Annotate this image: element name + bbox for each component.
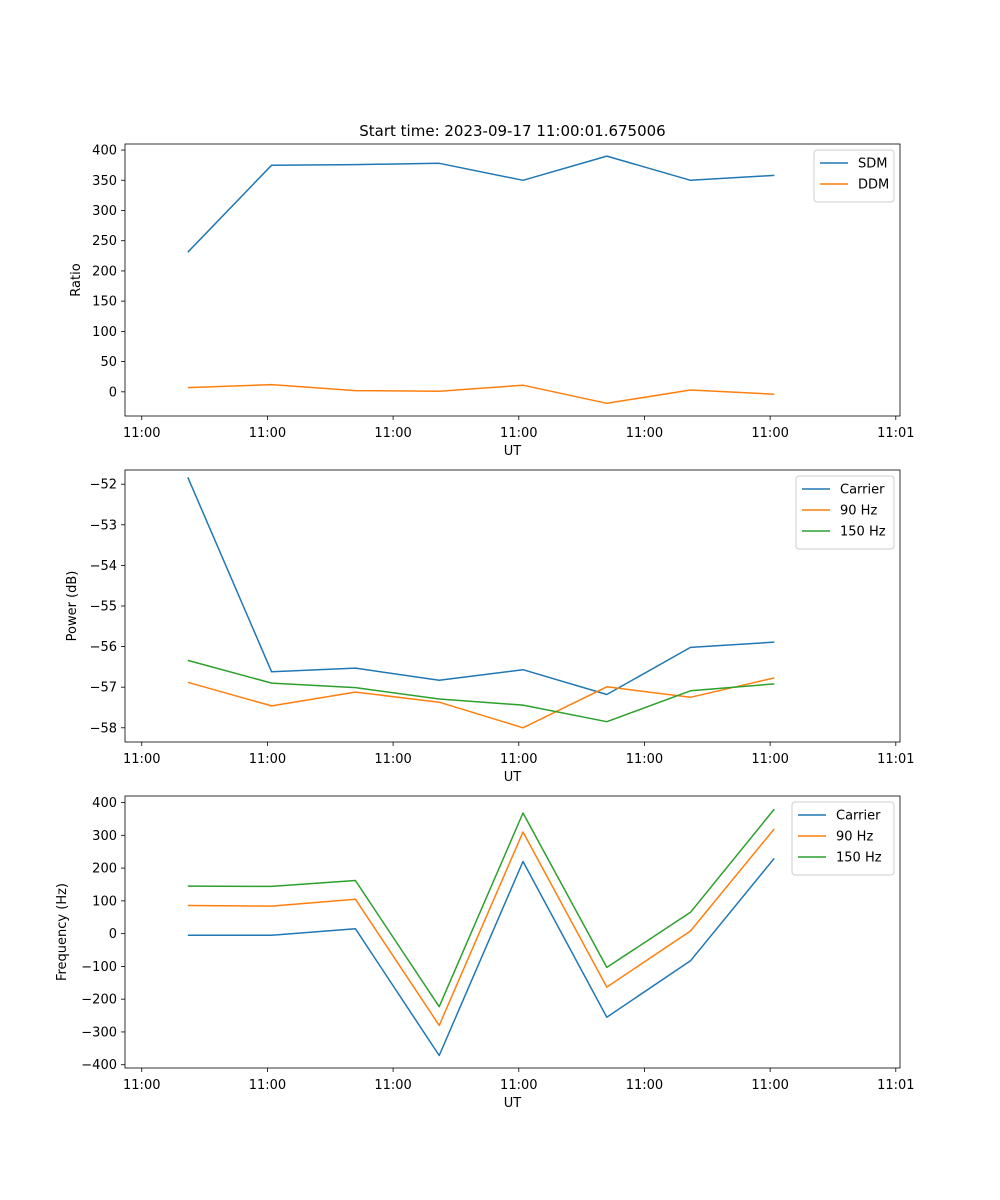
frequency-y-axis-label: Frequency (Hz): [55, 883, 70, 981]
frequency-x-tick-label: 11:00: [123, 1078, 160, 1093]
ratio-x-tick-label: 11:01: [877, 426, 914, 441]
ratio-y-tick-label: 100: [92, 325, 117, 340]
chart-title: Start time: 2023-09-17 11:00:01.675006: [359, 122, 665, 140]
frequency-y-tick-label: 300: [92, 829, 117, 844]
power-y-tick-label: −56: [90, 640, 117, 655]
power-y-axis-label: Power (dB): [65, 571, 80, 642]
ratio-y-tick-label: 50: [100, 355, 117, 370]
frequency-y-tick-label: 0: [109, 927, 117, 942]
power-legend-label: Carrier: [840, 483, 885, 498]
ratio-x-tick-label: 11:00: [249, 426, 286, 441]
frequency-y-tick-label: −200: [81, 993, 117, 1008]
ratio-x-tick-label: 11:00: [751, 426, 788, 441]
frequency-x-tick-label: 11:01: [877, 1078, 914, 1093]
ratio-x-tick-label: 11:00: [123, 426, 160, 441]
power-series-carrier-line: [187, 477, 775, 696]
power-y-tick-label: −52: [90, 478, 117, 493]
frequency-y-tick-label: 200: [92, 862, 117, 877]
frequency-series-90-hz-line: [187, 828, 775, 1027]
ratio-y-tick-label: 350: [92, 174, 117, 189]
power-legend-label: 90 Hz: [840, 504, 877, 519]
frequency-legend-label: 150 Hz: [836, 851, 882, 866]
ratio-series-ddm-line: [187, 383, 775, 405]
ratio-x-axis-label: UT: [504, 444, 522, 459]
frequency-series-carrier-line: [187, 857, 775, 1057]
frequency-x-tick-label: 11:00: [249, 1078, 286, 1093]
power-y-tick-label: −58: [90, 721, 117, 736]
power-x-axis-label: UT: [504, 770, 522, 785]
power-x-tick-label: 11:01: [877, 752, 914, 767]
frequency-legend-label: Carrier: [836, 809, 881, 824]
frequency-x-tick-label: 11:00: [626, 1078, 663, 1093]
power-y-tick-label: −54: [90, 559, 117, 574]
ratio-y-tick-label: 250: [92, 234, 117, 249]
ratio-y-tick-label: 400: [92, 144, 117, 159]
power-y-tick-label: −57: [90, 681, 117, 696]
frequency-x-tick-label: 11:00: [751, 1078, 788, 1093]
ratio-legend-label: SDM: [858, 157, 887, 172]
power-panel: 11:00 11:00 11:00 11:00 11:00 11:00 11:01 −58 −5…: [65, 469, 915, 785]
ratio-y-axis-label: Ratio: [69, 263, 84, 296]
frequency-y-tick-label: 100: [92, 894, 117, 909]
frequency-series-150-hz-line: [187, 808, 775, 1008]
ratio-x-tick-label: 11:00: [374, 426, 411, 441]
frequency-x-tick-label: 11:00: [374, 1078, 411, 1093]
power-x-tick-label: 11:00: [500, 752, 537, 767]
power-y-tick-label: −55: [90, 600, 117, 615]
power-series-150-hz-line: [187, 659, 775, 723]
frequency-y-tick-label: 400: [92, 796, 117, 811]
ratio-y-tick-label: 150: [92, 295, 117, 310]
frequency-legend-label: 90 Hz: [836, 830, 873, 845]
ratio-y-tick-label: 300: [92, 204, 117, 219]
frequency-x-axis-label: UT: [504, 1096, 522, 1111]
power-y-tick-label: −53: [90, 518, 117, 533]
ratio-series-sdm-line: [187, 155, 775, 253]
power-x-tick-label: 11:00: [123, 752, 160, 767]
ratio-x-tick-label: 11:00: [500, 426, 537, 441]
frequency-y-tick-label: −400: [81, 1058, 117, 1073]
power-legend-label: 150 Hz: [840, 525, 886, 540]
power-x-tick-label: 11:00: [374, 752, 411, 767]
frequency-x-tick-label: 11:00: [500, 1078, 537, 1093]
frequency-y-tick-label: −100: [81, 960, 117, 975]
ratio-x-tick-label: 11:00: [626, 426, 663, 441]
frequency-panel: 11:00 11:00 11:00 11:00 11:00 11:00 11:01 −400 −…: [55, 795, 915, 1111]
ratio-legend-label: DDM: [858, 178, 889, 193]
power-x-tick-label: 11:00: [249, 752, 286, 767]
power-axes-frame: [124, 469, 901, 743]
power-x-tick-label: 11:00: [751, 752, 788, 767]
frequency-y-tick-label: −300: [81, 1025, 117, 1040]
ratio-y-tick-label: 0: [109, 385, 117, 400]
ratio-y-tick-label: 200: [92, 264, 117, 279]
ratio-panel: 11:00 11:00 11:00 11:00 11:00 11:00 11:01 0 50 10…: [69, 144, 915, 459]
ratio-axes-frame: [124, 143, 901, 417]
frequency-axes-frame: [124, 795, 901, 1069]
power-x-tick-label: 11:00: [626, 752, 663, 767]
